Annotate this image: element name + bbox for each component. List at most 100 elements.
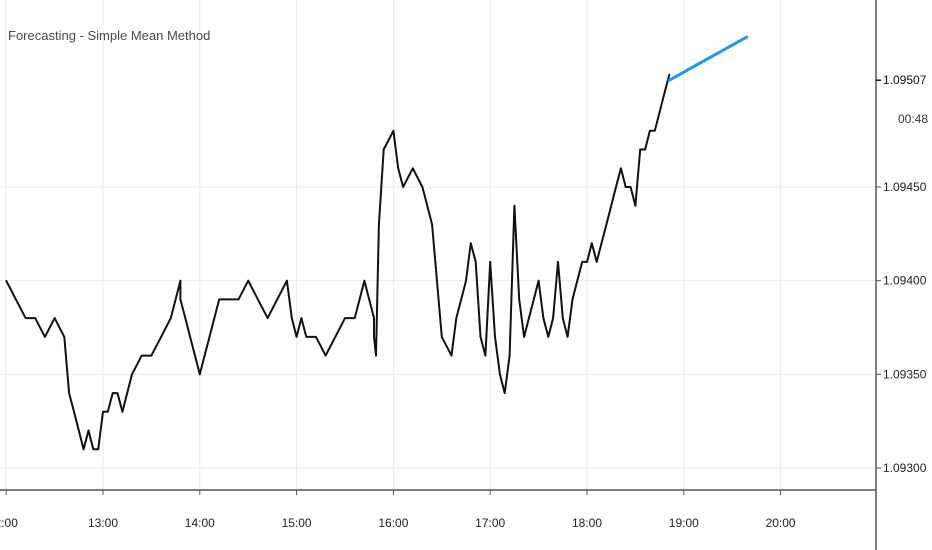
price-point bbox=[102, 411, 104, 413]
price-point bbox=[15, 298, 17, 301]
price-point bbox=[542, 317, 545, 319]
price-point bbox=[324, 354, 327, 357]
price-point bbox=[600, 242, 603, 244]
forecast-series-layer bbox=[667, 35, 749, 82]
price-series-line bbox=[5, 74, 671, 451]
price-point bbox=[450, 354, 453, 357]
price-point bbox=[513, 204, 516, 207]
price-point bbox=[537, 279, 540, 282]
price-point bbox=[116, 392, 119, 394]
price-point bbox=[591, 242, 593, 244]
price-point bbox=[470, 242, 472, 244]
price-point bbox=[189, 336, 191, 338]
x-tick-label: 17:00 bbox=[475, 516, 505, 530]
price-point bbox=[24, 317, 27, 319]
price-point bbox=[654, 130, 656, 132]
y-axis-ticks: 1.09300 1.09350 1.09400 1.09450 bbox=[876, 180, 927, 475]
price-point bbox=[107, 411, 109, 413]
price-point bbox=[179, 279, 182, 282]
price-point bbox=[363, 279, 366, 282]
price-point bbox=[460, 298, 463, 301]
axis-layer bbox=[0, 0, 877, 550]
x-tick-label: 20:00 bbox=[766, 516, 796, 530]
price-point bbox=[68, 392, 70, 394]
price-point bbox=[571, 298, 574, 301]
price-point bbox=[131, 373, 133, 376]
price-point bbox=[150, 354, 153, 357]
price-point bbox=[484, 354, 487, 357]
price-point bbox=[92, 448, 95, 451]
price-point bbox=[479, 336, 482, 338]
price-point bbox=[620, 167, 622, 170]
price-point bbox=[300, 317, 303, 319]
price-point bbox=[455, 317, 458, 319]
price-point bbox=[247, 279, 249, 282]
price-point bbox=[523, 336, 525, 338]
y-tick-label: 1.09350 bbox=[883, 367, 927, 381]
price-point bbox=[508, 354, 511, 357]
price-point bbox=[63, 336, 66, 338]
price-point bbox=[97, 448, 99, 451]
x-tick-label: 15:00 bbox=[282, 516, 312, 530]
price-point bbox=[503, 392, 506, 394]
price-point bbox=[658, 111, 661, 113]
price-point bbox=[382, 148, 385, 151]
price-point bbox=[266, 317, 269, 319]
price-point bbox=[552, 317, 554, 319]
price-point bbox=[184, 317, 187, 319]
price-point bbox=[218, 298, 220, 301]
price-point bbox=[140, 354, 143, 357]
price-point bbox=[160, 336, 162, 338]
x-tick-label: 16:00 bbox=[378, 516, 408, 530]
price-point bbox=[53, 317, 56, 319]
price-point bbox=[87, 429, 90, 432]
price-point bbox=[257, 298, 259, 301]
price-point bbox=[595, 261, 598, 263]
price-point bbox=[489, 261, 492, 263]
price-point bbox=[586, 261, 588, 263]
price-point bbox=[111, 392, 114, 394]
price-point bbox=[291, 317, 293, 319]
price-point bbox=[208, 336, 211, 338]
price-point bbox=[629, 186, 632, 188]
bar-countdown-label: 00:48 bbox=[898, 112, 928, 126]
price-point bbox=[566, 336, 569, 338]
x-tick-label: 13:00 bbox=[88, 516, 118, 530]
price-point bbox=[194, 354, 196, 357]
price-point bbox=[203, 354, 206, 357]
price-point bbox=[494, 336, 496, 338]
price-point bbox=[610, 204, 612, 207]
price-point bbox=[402, 186, 404, 188]
price-point bbox=[624, 186, 627, 188]
price-point bbox=[421, 186, 424, 188]
price-point bbox=[499, 373, 501, 376]
price-point bbox=[179, 298, 182, 301]
price-point bbox=[315, 336, 317, 338]
price-point bbox=[663, 92, 666, 95]
price-point bbox=[378, 223, 380, 226]
forecast-series-line bbox=[667, 35, 749, 82]
price-point bbox=[465, 279, 467, 282]
price-point bbox=[286, 279, 288, 282]
price-point bbox=[431, 223, 433, 226]
price-point bbox=[576, 279, 579, 282]
price-point bbox=[518, 298, 520, 301]
price-point bbox=[392, 130, 395, 132]
price-point bbox=[639, 148, 641, 151]
price-point bbox=[305, 336, 308, 338]
y-tick-label: 1.09450 bbox=[883, 180, 927, 194]
grid-layer bbox=[0, 0, 876, 490]
chart-title: Forecasting - Simple Mean Method bbox=[8, 28, 210, 43]
price-point bbox=[373, 317, 375, 319]
price-point bbox=[344, 317, 346, 319]
price-point bbox=[397, 167, 400, 170]
price-point bbox=[562, 317, 564, 319]
price-point bbox=[276, 298, 279, 301]
price-point bbox=[199, 373, 201, 376]
price-point bbox=[557, 261, 559, 263]
price-point bbox=[605, 223, 608, 226]
price-point bbox=[373, 336, 375, 338]
price-series-layer bbox=[5, 73, 671, 451]
